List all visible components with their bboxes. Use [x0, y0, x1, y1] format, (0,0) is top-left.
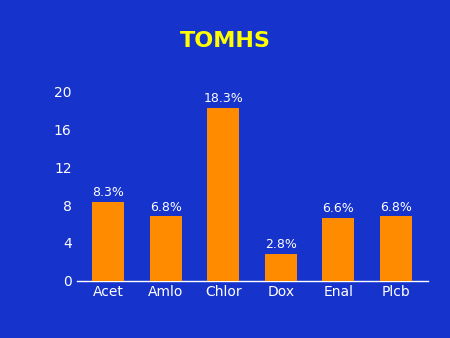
Text: 6.8%: 6.8%: [380, 200, 412, 214]
Bar: [380, 216, 412, 281]
Text: 6.8%: 6.8%: [150, 200, 182, 214]
Bar: [207, 108, 239, 281]
Text: 6.6%: 6.6%: [322, 202, 354, 215]
Text: 8.3%: 8.3%: [92, 187, 124, 199]
Bar: [265, 254, 297, 281]
Bar: [92, 202, 124, 281]
Text: 2.8%: 2.8%: [265, 238, 297, 251]
Bar: [150, 216, 181, 281]
Bar: [323, 218, 354, 281]
Text: 18.3%: 18.3%: [203, 92, 243, 105]
Text: TOMHS: TOMHS: [180, 30, 270, 51]
